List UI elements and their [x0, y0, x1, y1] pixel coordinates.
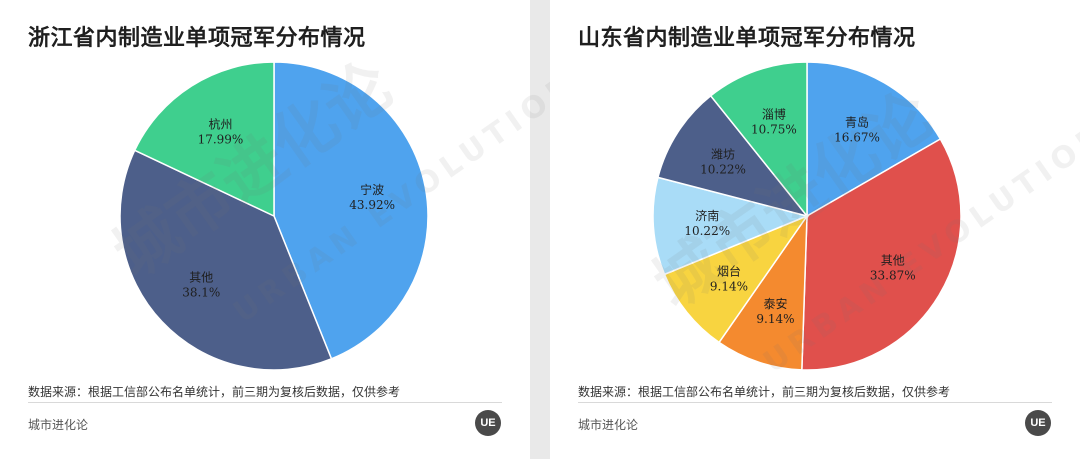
chart-title: 浙江省内制造业单项冠军分布情况: [28, 26, 366, 51]
data-source-note: 数据来源：根据工信部公布名单统计，前三期为复核后数据，仅供参考: [578, 385, 951, 399]
slice-label: 烟台: [717, 264, 741, 279]
slice-value-label: 43.92%: [349, 198, 395, 212]
pie-slice-济南: [652, 176, 810, 276]
brand-logo-icon: UE: [475, 410, 501, 436]
slice-value-label: 9.14%: [756, 312, 794, 326]
slice-label: 济南: [695, 208, 719, 223]
pie-slice-宁波: [273, 61, 429, 360]
data-source-note: 数据来源：根据工信部公布名单统计，前三期为复核后数据，仅供参考: [28, 385, 401, 399]
slice-label: 泰安: [763, 296, 787, 311]
slice-value-label: 16.67%: [834, 130, 880, 144]
pie-slice-潍坊: [657, 94, 809, 218]
pie-slice-烟台: [663, 214, 810, 344]
slice-value-label: 10.22%: [700, 163, 746, 177]
slice-label: 潍坊: [711, 147, 735, 162]
chart-card-zhejiang: 浙江省内制造业单项冠军分布情况 宁波 43.92% 其他 38.1% 杭州 17.99% …: [0, 0, 585, 459]
slice-label: 淄博: [762, 107, 786, 122]
pie-slice-其他: [119, 149, 333, 371]
slice-label: 杭州: [208, 117, 232, 132]
slice-value-label: 10.75%: [751, 123, 797, 137]
footer-divider: [578, 402, 1052, 403]
brand-name: 城市进化论: [578, 418, 639, 432]
pie-slice-泰安: [718, 213, 808, 371]
slice-label: 宁波: [360, 182, 384, 197]
footer-divider: [28, 402, 502, 403]
slice-value-label: 17.99%: [198, 133, 244, 147]
chart-title: 山东省内制造业单项冠军分布情况: [578, 26, 916, 51]
slice-label: 其他: [189, 271, 213, 285]
slice-label: 青岛: [845, 114, 869, 129]
pie-slice-杭州: [133, 61, 275, 218]
brand-name: 城市进化论: [28, 418, 89, 432]
slice-value-label: 38.1%: [182, 286, 220, 300]
slice-value-label: 10.22%: [684, 224, 730, 238]
slice-value-label: 33.87%: [870, 268, 916, 282]
pie-slice-其他: [801, 137, 962, 371]
chart-card-shandong: 山东省内制造业单项冠军分布情况 青岛 16.67% 其他 33.87% 泰安 9.14% 烟…: [550, 0, 1080, 459]
slice-value-label: 9.14%: [710, 280, 748, 294]
pie-chart-shandong: 青岛16.67%其他33.87%泰安9.14%烟台9.14%济南10.22%潍坊…: [652, 61, 962, 371]
slice-label: 其他: [881, 253, 905, 267]
brand-logo-icon: UE: [1025, 410, 1051, 436]
pie-slice-淄博: [709, 61, 808, 219]
pie-slice-青岛: [806, 61, 942, 218]
